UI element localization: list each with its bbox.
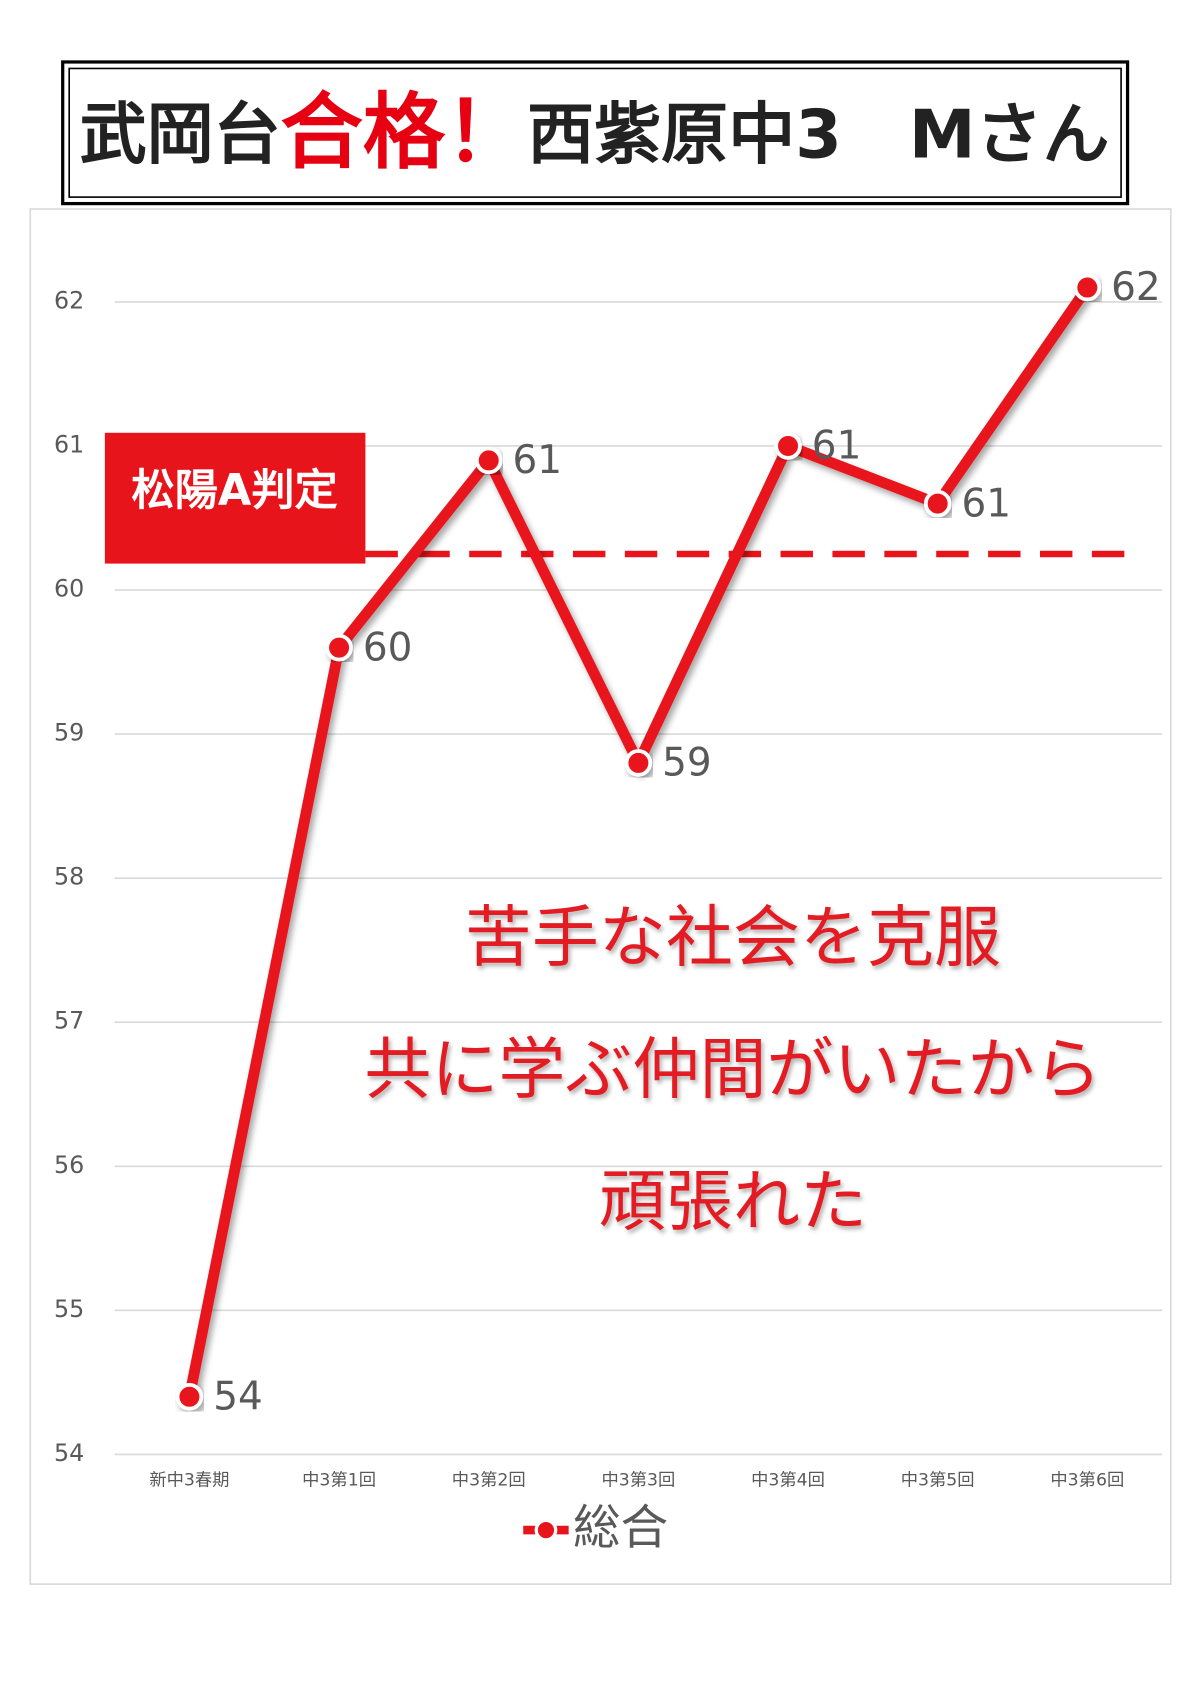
title-part: 合格！ [281,86,527,181]
x-tick-label: 中3第6回 [1050,1470,1124,1490]
data-label: 61 [513,438,563,483]
data-label: 62 [1111,265,1161,310]
data-label: 61 [812,424,862,469]
data-point [1073,273,1102,302]
y-tick-label: 56 [54,1151,84,1179]
title-box-inner [68,67,1122,198]
chart-title: 武岡台合格！西紫原中3 Mさん [80,86,1110,181]
y-tick-label: 57 [54,1007,84,1035]
data-label: 60 [363,625,413,670]
y-tick-label: 58 [54,863,84,891]
data-point [325,633,353,662]
grid: 54 55 56 57 58 59 60 61 62 新中3春期 中3第1回 中3第2回 中3第3回 中3… [54,286,1163,1490]
data-label: 59 [662,741,712,786]
data-point [474,446,503,475]
y-tick-label: 55 [54,1295,84,1323]
x-tick-label: 中3第4回 [751,1470,825,1490]
annotation: 苦手な社会を克服 [465,899,1001,977]
x-tick-label: 中3第3回 [601,1470,675,1490]
data-point [175,1382,204,1411]
data-point [624,749,653,777]
y-tick-label: 54 [54,1439,84,1467]
reference-label: 松陽A判定 [131,466,337,516]
x-tick-label: 中3第2回 [452,1470,526,1490]
data-point [923,489,952,518]
title-box [61,60,1130,206]
y-tick-label: 59 [54,719,84,747]
chart-frame [29,208,1172,1585]
y-tick-label: 62 [54,286,84,314]
data-label: 54 [213,1374,263,1419]
legend-marker [534,1518,558,1542]
data-label: 61 [961,481,1011,526]
reference-label-box [104,432,366,564]
legend-label: 総合 [573,1501,668,1556]
title-part: 武岡台 [80,95,281,173]
title-part: 西紫原中3 Mさん [527,95,1109,173]
x-tick-label: 中3第5回 [901,1470,975,1490]
x-tick-label: 中3第1回 [302,1470,376,1490]
y-tick-label: 60 [54,575,84,603]
annotation: 共に学ぶ仲間がいたから [364,1030,1101,1108]
y-tick-label: 61 [54,430,84,458]
x-tick-label: 新中3春期 [149,1470,229,1490]
annotation: 頑張れた [599,1162,867,1240]
data-point [774,432,802,460]
